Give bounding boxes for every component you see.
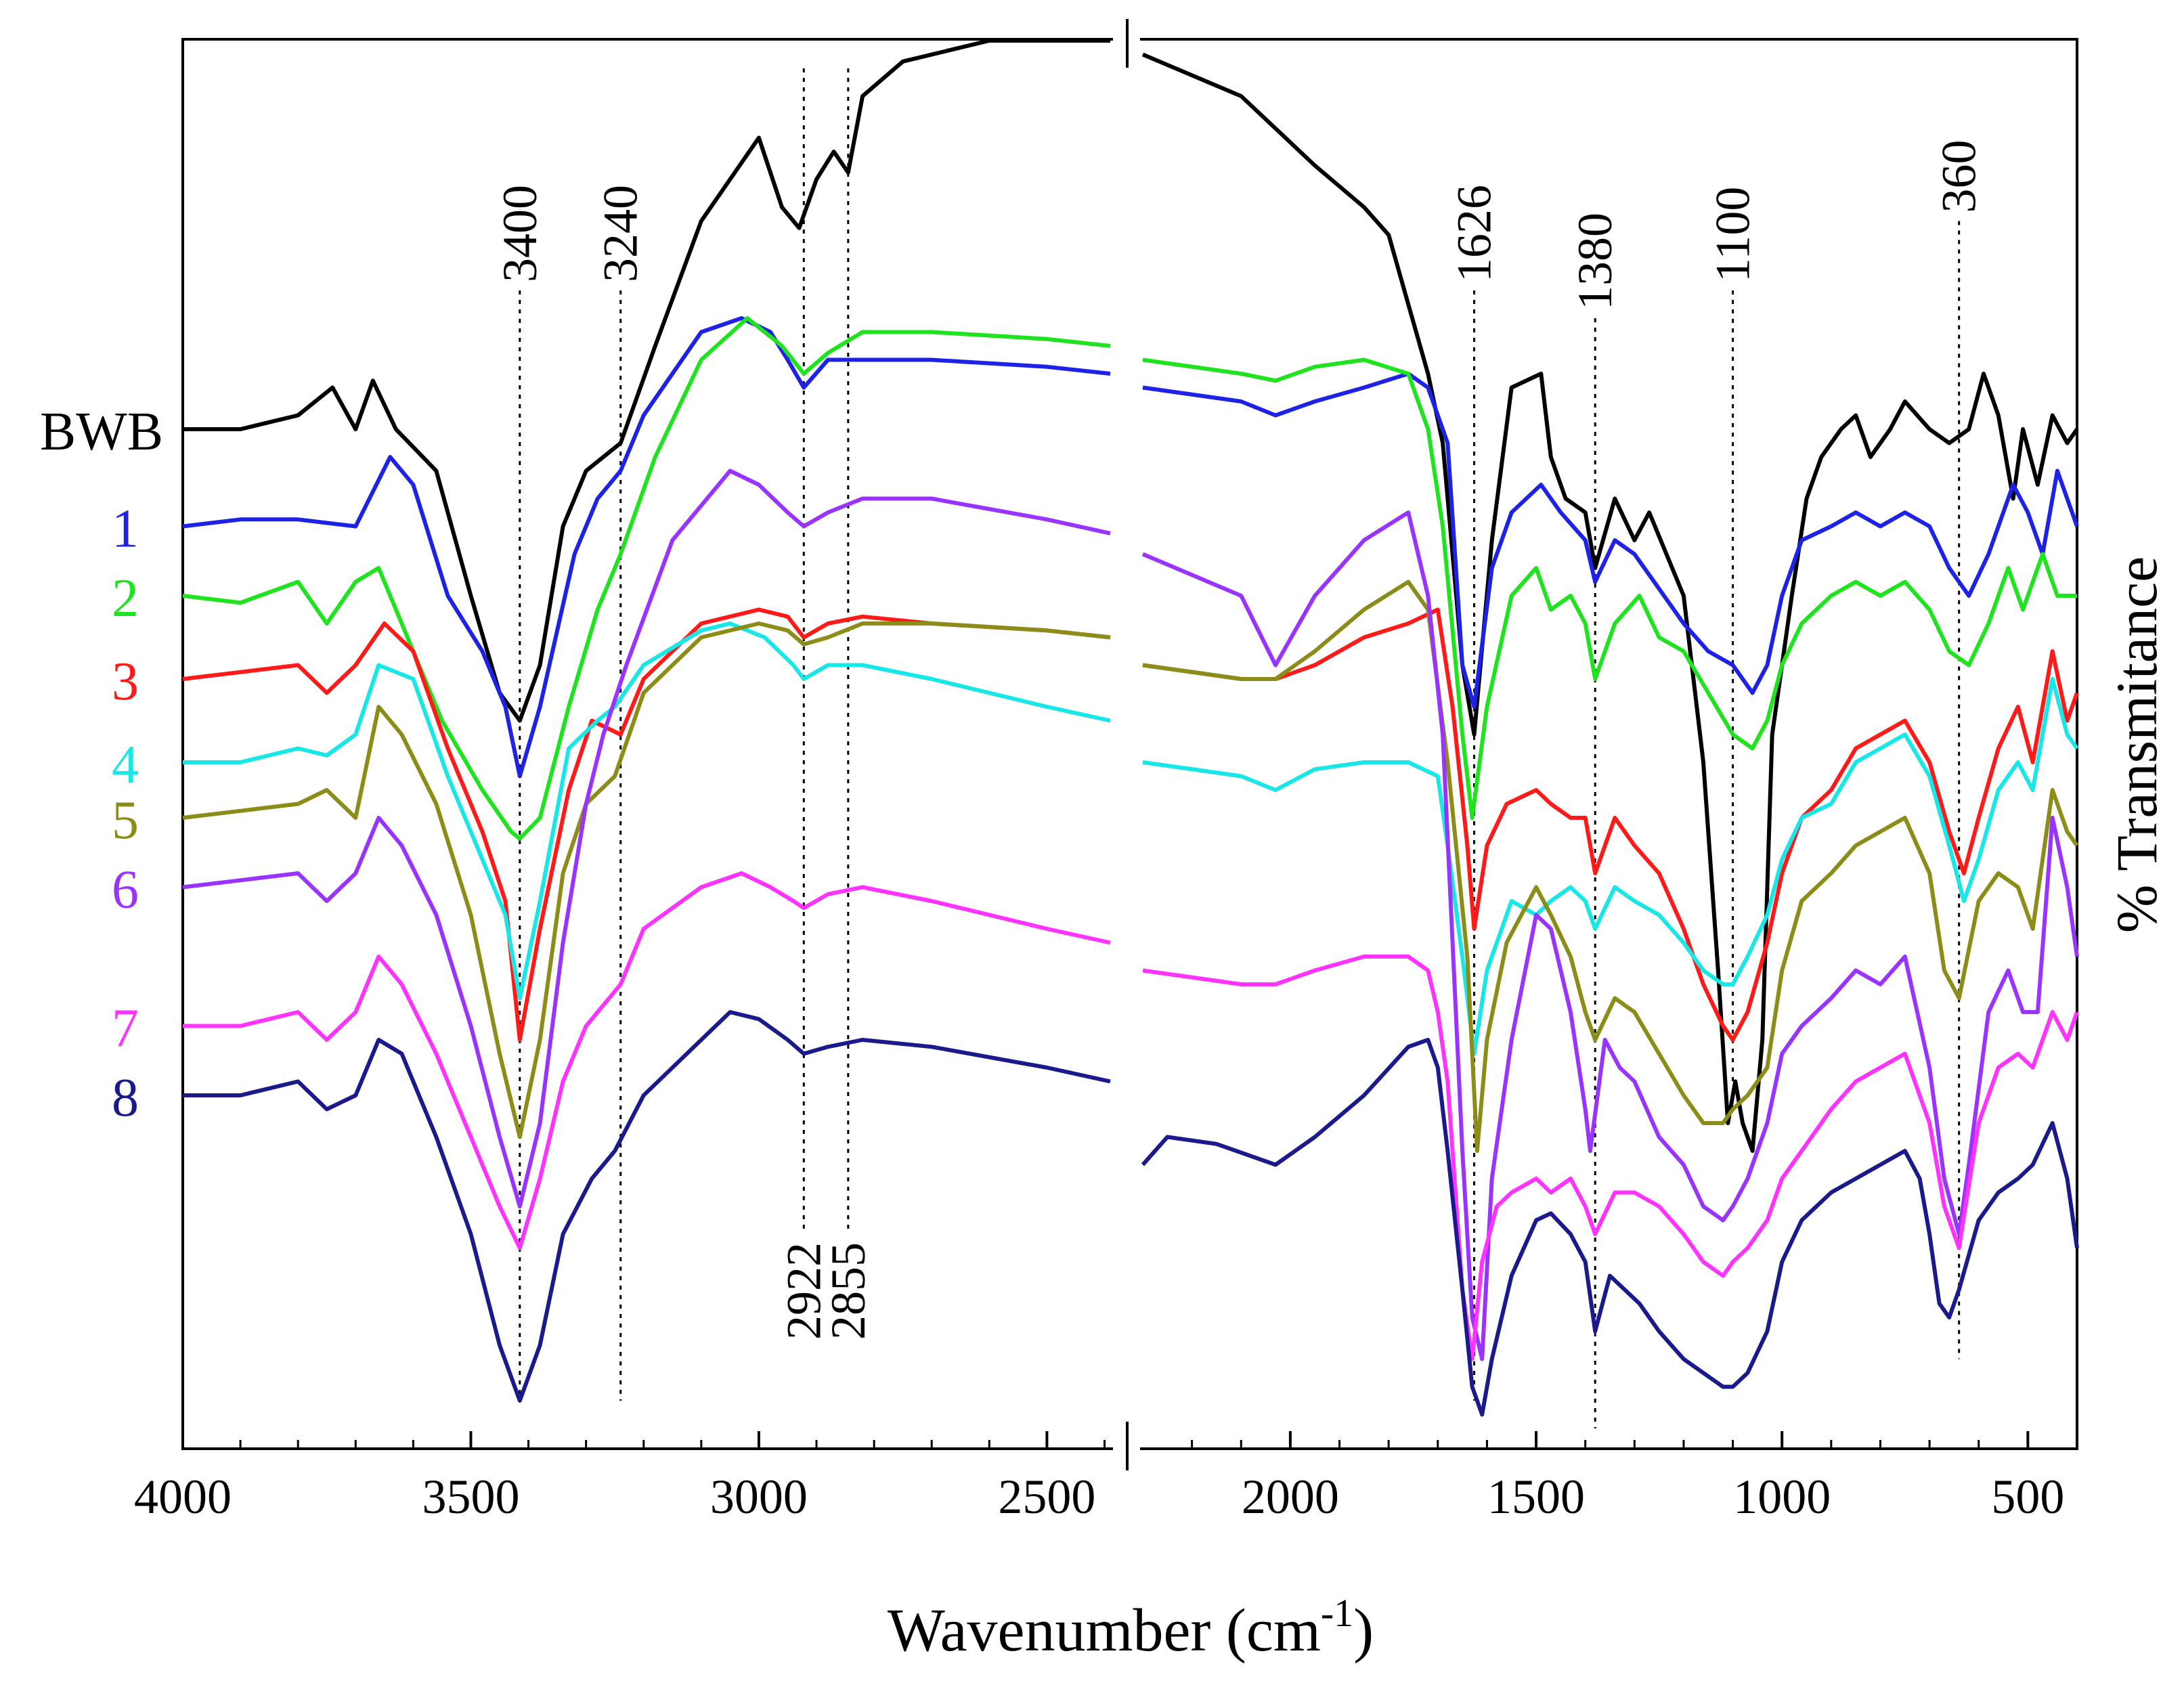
series-line-right-8 — [1141, 1038, 2079, 1417]
series-line-left-8 — [183, 1010, 1111, 1403]
y-axis-title: % Transmitance — [2104, 556, 2169, 934]
series-line-left-6 — [182, 468, 1111, 1208]
series-line-left-BWB — [183, 39, 1110, 723]
series-1 — [182, 316, 2079, 779]
legend-label-2: 2 — [112, 569, 139, 628]
peak-label-3240: 3240 — [594, 185, 648, 282]
series-line-right-1 — [1142, 372, 2079, 709]
series-8 — [183, 1010, 2079, 1417]
series-BWB — [183, 39, 2079, 1153]
series-5 — [182, 579, 2079, 1153]
x-tick-label-left: 3000 — [710, 1470, 808, 1524]
legend-label-6: 6 — [112, 860, 139, 920]
plot-frame — [181, 19, 2078, 1470]
legend-label-5: 5 — [112, 791, 139, 850]
x-tick-label-right: 500 — [1991, 1470, 2064, 1524]
peak-label-360: 360 — [1932, 140, 1986, 213]
legend: BWB 1 2 3 45 6 7 8 — [40, 402, 163, 1128]
series-line-right-2 — [1142, 357, 2077, 820]
series-line-left-1 — [182, 316, 1111, 779]
series-line-left-7 — [183, 871, 1111, 1250]
peak-label-2922: 2922 — [777, 1242, 831, 1340]
series-line-right-4 — [1142, 677, 2079, 1056]
series-4 — [183, 621, 2079, 1056]
x-tick-label-right: 1000 — [1733, 1470, 1831, 1524]
x-axis-ticks: 4000 3500 3000 2500 2000 1500 1000 500 — [134, 1431, 2064, 1524]
x-tick-label-left: 4000 — [134, 1470, 232, 1524]
peak-label-1100: 1100 — [1706, 187, 1760, 282]
x-axis-title: Wavenumber (cm-1) — [888, 1591, 1374, 1664]
series-line-right-7 — [1142, 955, 2079, 1361]
legend-label-1: 1 — [112, 500, 139, 559]
peak-label-2855: 2855 — [821, 1242, 875, 1340]
x-tick-label-right: 2000 — [1242, 1470, 1339, 1524]
x-axis-title-superscript: -1 — [1321, 1591, 1353, 1635]
series-line-left-3 — [182, 607, 1111, 1042]
legend-label-BWB: BWB — [40, 402, 163, 462]
series-line-right-5 — [1142, 579, 2079, 1153]
x-tick-label-right: 1500 — [1487, 1470, 1585, 1524]
x-tick-label-left: 2500 — [998, 1470, 1095, 1524]
series-line-left-2 — [182, 316, 1111, 841]
legend-label-7: 7 — [112, 999, 139, 1059]
series-7 — [183, 871, 2079, 1361]
legend-label-4: 4 — [112, 735, 139, 795]
series-2 — [182, 316, 2077, 841]
series-group — [182, 39, 2079, 1417]
peak-label-3400: 3400 — [493, 185, 547, 282]
peak-label-1626: 1626 — [1447, 185, 1502, 282]
series-6 — [182, 468, 2079, 1361]
legend-label-3: 3 — [112, 652, 139, 712]
series-line-right-6 — [1141, 510, 2079, 1361]
series-line-left-4 — [183, 621, 1111, 1001]
series-line-left-5 — [182, 621, 1111, 1139]
legend-label-8: 8 — [112, 1068, 139, 1128]
peak-label-1380: 1380 — [1568, 213, 1622, 310]
x-tick-label-left: 3500 — [422, 1470, 519, 1524]
